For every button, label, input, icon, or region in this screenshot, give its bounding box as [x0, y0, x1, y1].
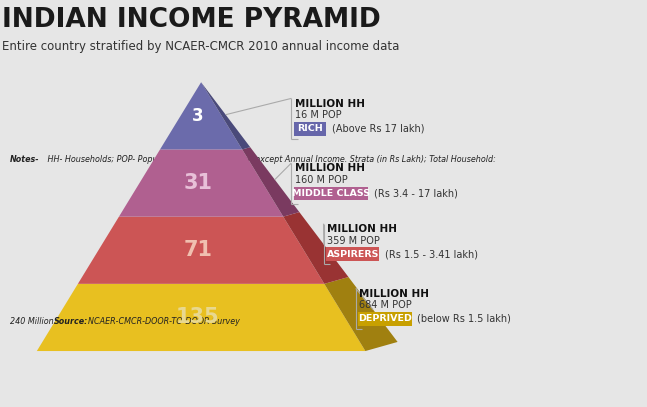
Text: (Rs 3.4 - 17 lakh): (Rs 3.4 - 17 lakh) — [374, 188, 458, 198]
Text: 3: 3 — [192, 107, 204, 125]
Text: 240 Million.: 240 Million. — [10, 317, 58, 326]
Text: INDIAN INCOME PYRAMID: INDIAN INCOME PYRAMID — [2, 7, 381, 33]
Text: Entire country stratified by NCAER-CMCR 2010 annual income data: Entire country stratified by NCAER-CMCR … — [2, 40, 400, 53]
Text: RICH: RICH — [297, 124, 323, 133]
Text: MILLION HH: MILLION HH — [359, 289, 429, 299]
FancyBboxPatch shape — [294, 186, 368, 200]
Text: ASPIRERS: ASPIRERS — [327, 249, 379, 258]
Text: MILLION HH: MILLION HH — [327, 224, 397, 234]
Text: 71: 71 — [183, 240, 212, 260]
Text: (Above Rs 17 lakh): (Above Rs 17 lakh) — [332, 124, 424, 134]
Text: DEPRIVED: DEPRIVED — [358, 314, 412, 323]
Text: 16 M POP: 16 M POP — [294, 110, 341, 120]
Text: 160 M POP: 160 M POP — [294, 175, 347, 185]
Polygon shape — [119, 149, 283, 217]
Text: Notes-: Notes- — [10, 155, 39, 164]
Text: MILLION HH: MILLION HH — [294, 163, 364, 173]
Polygon shape — [78, 217, 324, 284]
Polygon shape — [324, 277, 398, 351]
FancyBboxPatch shape — [294, 122, 326, 136]
Text: 135: 135 — [176, 307, 220, 328]
Polygon shape — [201, 82, 250, 149]
Text: 684 M POP: 684 M POP — [359, 300, 411, 311]
Text: (below Rs 1.5 lakh): (below Rs 1.5 lakh) — [417, 314, 511, 324]
FancyBboxPatch shape — [358, 312, 411, 326]
Polygon shape — [37, 284, 366, 351]
Text: 31: 31 — [183, 173, 212, 193]
Text: MILLION HH: MILLION HH — [294, 98, 364, 109]
Text: MIDDLE CLASS: MIDDLE CLASS — [292, 189, 370, 198]
Polygon shape — [283, 212, 349, 284]
Text: NCAER-CMCR-DOOR-TO-DOOR Survey: NCAER-CMCR-DOOR-TO-DOOR Survey — [89, 317, 240, 326]
FancyBboxPatch shape — [326, 247, 379, 261]
Polygon shape — [160, 82, 242, 149]
Text: Source:: Source: — [54, 317, 89, 326]
Text: HH- Households; POP- Population. Figures in Million except Annual Income. Strata: HH- Households; POP- Population. Figures… — [45, 155, 496, 164]
Text: 359 M POP: 359 M POP — [327, 236, 380, 246]
Text: (Rs 1.5 - 3.41 lakh): (Rs 1.5 - 3.41 lakh) — [385, 249, 478, 259]
Polygon shape — [242, 147, 300, 217]
